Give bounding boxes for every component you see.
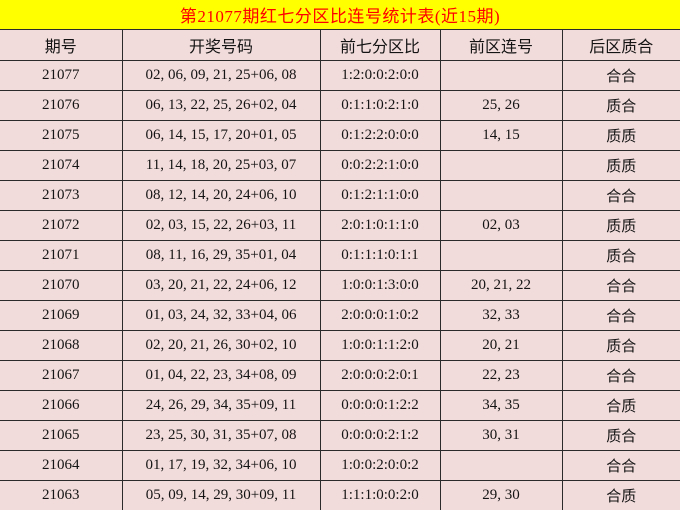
cell-zone-ratio: 0:1:2:2:0:0:0 — [319, 120, 441, 151]
cell-prime-composite: 质质 — [561, 120, 680, 151]
col-header-winning-numbers: 开奖号码 — [121, 29, 321, 61]
cell-period: 21069 — [0, 300, 123, 331]
cell-winning-numbers: 02, 06, 09, 21, 25+06, 08 — [121, 60, 321, 91]
cell-zone-ratio: 2:0:0:0:1:0:2 — [319, 300, 441, 331]
table-row: 21066 24, 26, 29, 34, 35+09, 11 0:0:0:0:… — [0, 390, 680, 421]
cell-consecutive: 30, 31 — [439, 420, 563, 451]
cell-period: 21073 — [0, 180, 123, 211]
cell-prime-composite: 合合 — [561, 180, 680, 211]
cell-zone-ratio: 0:0:2:2:1:0:0 — [319, 150, 441, 181]
cell-prime-composite: 合合 — [561, 450, 680, 481]
cell-prime-composite: 质质 — [561, 150, 680, 181]
table-row: 21075 06, 14, 15, 17, 20+01, 05 0:1:2:2:… — [0, 120, 680, 151]
cell-zone-ratio: 0:0:0:0:1:2:2 — [319, 390, 441, 421]
cell-prime-composite: 质质 — [561, 210, 680, 241]
cell-period: 21065 — [0, 420, 123, 451]
cell-period: 21074 — [0, 150, 123, 181]
cell-winning-numbers: 11, 14, 18, 20, 25+03, 07 — [121, 150, 321, 181]
cell-zone-ratio: 1:0:0:1:1:2:0 — [319, 330, 441, 361]
cell-prime-composite: 合合 — [561, 300, 680, 331]
cell-consecutive — [439, 450, 563, 481]
cell-period: 21077 — [0, 60, 123, 91]
cell-consecutive — [439, 240, 563, 271]
cell-period: 21072 — [0, 210, 123, 241]
cell-prime-composite: 合质 — [561, 390, 680, 421]
cell-winning-numbers: 02, 20, 21, 26, 30+02, 10 — [121, 330, 321, 361]
cell-winning-numbers: 01, 17, 19, 32, 34+06, 10 — [121, 450, 321, 481]
cell-consecutive — [439, 180, 563, 211]
cell-zone-ratio: 2:0:1:0:1:1:0 — [319, 210, 441, 241]
cell-period: 21070 — [0, 270, 123, 301]
cell-prime-composite: 合合 — [561, 270, 680, 301]
cell-period: 21075 — [0, 120, 123, 151]
cell-winning-numbers: 01, 04, 22, 23, 34+08, 09 — [121, 360, 321, 391]
cell-zone-ratio: 1:0:0:1:3:0:0 — [319, 270, 441, 301]
table-row: 21077 02, 06, 09, 21, 25+06, 08 1:2:0:0:… — [0, 60, 680, 91]
cell-winning-numbers: 24, 26, 29, 34, 35+09, 11 — [121, 390, 321, 421]
cell-winning-numbers: 06, 14, 15, 17, 20+01, 05 — [121, 120, 321, 151]
cell-zone-ratio: 0:1:1:1:0:1:1 — [319, 240, 441, 271]
cell-consecutive: 20, 21, 22 — [439, 270, 563, 301]
col-header-zone-ratio: 前七分区比 — [319, 29, 441, 61]
table-row: 21070 03, 20, 21, 22, 24+06, 12 1:0:0:1:… — [0, 270, 680, 301]
cell-prime-composite: 质合 — [561, 420, 680, 451]
cell-consecutive: 02, 03 — [439, 210, 563, 241]
cell-prime-composite: 质合 — [561, 240, 680, 271]
cell-prime-composite: 合合 — [561, 60, 680, 91]
cell-consecutive: 25, 26 — [439, 90, 563, 121]
cell-zone-ratio: 1:1:1:0:0:2:0 — [319, 480, 441, 510]
cell-consecutive — [439, 150, 563, 181]
col-header-prime-composite: 后区质合 — [561, 29, 680, 61]
cell-consecutive: 32, 33 — [439, 300, 563, 331]
cell-period: 21071 — [0, 240, 123, 271]
cell-period: 21066 — [0, 390, 123, 421]
table-row: 21068 02, 20, 21, 26, 30+02, 10 1:0:0:1:… — [0, 330, 680, 361]
cell-prime-composite: 质合 — [561, 330, 680, 361]
cell-consecutive — [439, 60, 563, 91]
cell-zone-ratio: 1:0:0:2:0:0:2 — [319, 450, 441, 481]
table-row: 21071 08, 11, 16, 29, 35+01, 04 0:1:1:1:… — [0, 240, 680, 271]
cell-zone-ratio: 0:1:2:1:1:0:0 — [319, 180, 441, 211]
cell-winning-numbers: 02, 03, 15, 22, 26+03, 11 — [121, 210, 321, 241]
cell-prime-composite: 合合 — [561, 360, 680, 391]
cell-winning-numbers: 06, 13, 22, 25, 26+02, 04 — [121, 90, 321, 121]
cell-period: 21063 — [0, 480, 123, 510]
cell-consecutive: 22, 23 — [439, 360, 563, 391]
cell-period: 21067 — [0, 360, 123, 391]
report-title: 第21077期红七分区比连号统计表(近15期) — [0, 0, 680, 29]
cell-winning-numbers: 05, 09, 14, 29, 30+09, 11 — [121, 480, 321, 510]
table-row: 21072 02, 03, 15, 22, 26+03, 11 2:0:1:0:… — [0, 210, 680, 241]
col-header-period: 期号 — [0, 29, 123, 61]
cell-winning-numbers: 23, 25, 30, 31, 35+07, 08 — [121, 420, 321, 451]
table-row: 21064 01, 17, 19, 32, 34+06, 10 1:0:0:2:… — [0, 450, 680, 481]
cell-consecutive: 34, 35 — [439, 390, 563, 421]
cell-period: 21076 — [0, 90, 123, 121]
cell-winning-numbers: 08, 12, 14, 20, 24+06, 10 — [121, 180, 321, 211]
header-row: 期号 开奖号码 前七分区比 前区连号 后区质合 — [0, 29, 680, 61]
cell-prime-composite: 合质 — [561, 480, 680, 510]
cell-zone-ratio: 1:2:0:0:2:0:0 — [319, 60, 441, 91]
cell-zone-ratio: 0:1:1:0:2:1:0 — [319, 90, 441, 121]
cell-prime-composite: 质合 — [561, 90, 680, 121]
lottery-stats-table: 期号 开奖号码 前七分区比 前区连号 后区质合 21077 02, 06, 09… — [0, 29, 680, 510]
cell-zone-ratio: 2:0:0:0:2:0:1 — [319, 360, 441, 391]
table-row: 21073 08, 12, 14, 20, 24+06, 10 0:1:2:1:… — [0, 180, 680, 211]
table-row: 21063 05, 09, 14, 29, 30+09, 11 1:1:1:0:… — [0, 480, 680, 510]
table-row: 21069 01, 03, 24, 32, 33+04, 06 2:0:0:0:… — [0, 300, 680, 331]
cell-consecutive: 14, 15 — [439, 120, 563, 151]
cell-period: 21068 — [0, 330, 123, 361]
table-row: 21067 01, 04, 22, 23, 34+08, 09 2:0:0:0:… — [0, 360, 680, 391]
col-header-consecutive: 前区连号 — [439, 29, 563, 61]
table-row: 21065 23, 25, 30, 31, 35+07, 08 0:0:0:0:… — [0, 420, 680, 451]
cell-winning-numbers: 03, 20, 21, 22, 24+06, 12 — [121, 270, 321, 301]
table-row: 21074 11, 14, 18, 20, 25+03, 07 0:0:2:2:… — [0, 150, 680, 181]
cell-period: 21064 — [0, 450, 123, 481]
cell-zone-ratio: 0:0:0:0:2:1:2 — [319, 420, 441, 451]
cell-winning-numbers: 01, 03, 24, 32, 33+04, 06 — [121, 300, 321, 331]
table-row: 21076 06, 13, 22, 25, 26+02, 04 0:1:1:0:… — [0, 90, 680, 121]
cell-consecutive: 20, 21 — [439, 330, 563, 361]
cell-winning-numbers: 08, 11, 16, 29, 35+01, 04 — [121, 240, 321, 271]
cell-consecutive: 29, 30 — [439, 480, 563, 510]
